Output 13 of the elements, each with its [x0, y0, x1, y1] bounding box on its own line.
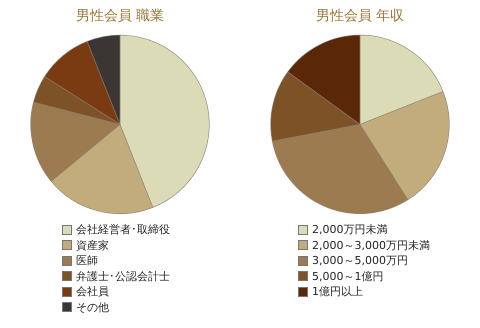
legend-label: 3,000～5,000万円 — [312, 253, 408, 268]
legend-label: 医師 — [76, 253, 98, 268]
legend-label: 1億円以上 — [312, 284, 363, 300]
legend-label: 2,000～3,000万円未満 — [312, 238, 430, 253]
legend-label: 会社員 — [76, 284, 109, 300]
chart-title: 男性会員 年収 — [316, 8, 404, 24]
legend-label: 5,000～1億円 — [312, 268, 384, 284]
legend-label: 2,000万円未満 — [312, 222, 388, 238]
chart-title: 男性会員 職業 — [76, 8, 164, 24]
legend-label: 会社経営者･取締役 — [76, 222, 170, 238]
legend-label: 弁護士･公認会計士 — [76, 268, 170, 284]
legend-label: その他 — [76, 300, 109, 315]
legend-label: 資産家 — [76, 238, 109, 253]
